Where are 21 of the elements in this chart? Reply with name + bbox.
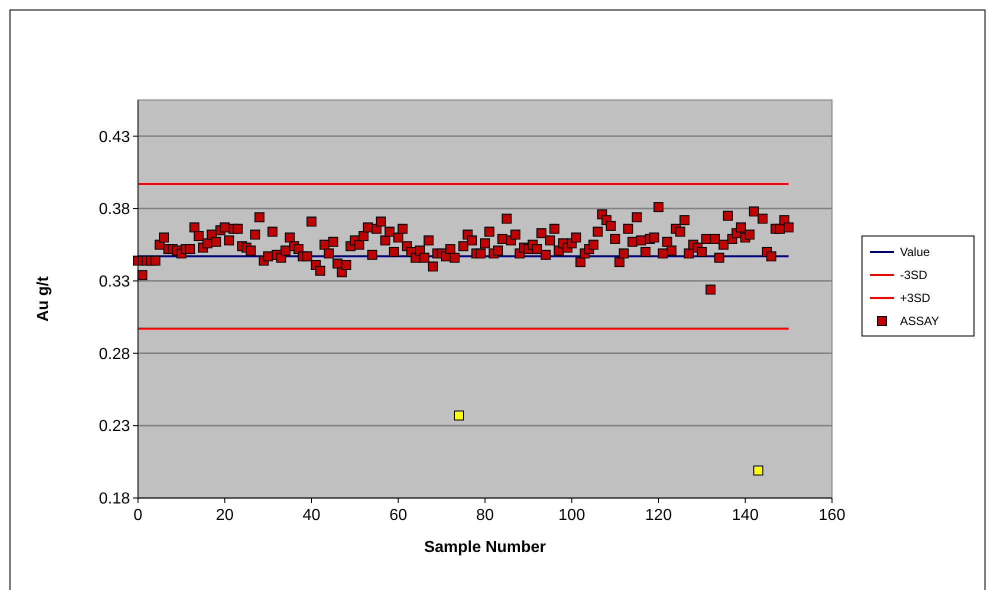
x-tick-label: 80 (476, 507, 494, 524)
x-tick-label: 140 (732, 507, 759, 524)
y-tick-label: 0.38 (98, 201, 130, 218)
x-axis-title: Sample Number (424, 539, 546, 556)
x-tick-label: 60 (389, 507, 408, 524)
x-tick-label: 120 (645, 507, 672, 524)
legend-label: Value (900, 245, 930, 260)
y-axis-title: Au g/t (35, 276, 52, 322)
x-tick-label: 40 (302, 507, 320, 524)
legend-label: ASSAY (900, 314, 940, 328)
x-tick-label: 100 (558, 507, 586, 524)
legend-label: -3SD (900, 268, 928, 282)
x-tick-label: 0 (134, 507, 143, 524)
y-tick-label: 0.18 (98, 490, 130, 508)
x-tick-label: 20 (216, 507, 234, 524)
y-tick-label: 0.33 (98, 274, 130, 291)
x-tick-label: 160 (818, 507, 846, 524)
y-tick-label: 0.28 (98, 346, 130, 363)
y-tick-label: 0.23 (98, 418, 130, 436)
y-tick-label: 0.43 (98, 128, 130, 146)
legend-label: +3SD (900, 291, 931, 306)
